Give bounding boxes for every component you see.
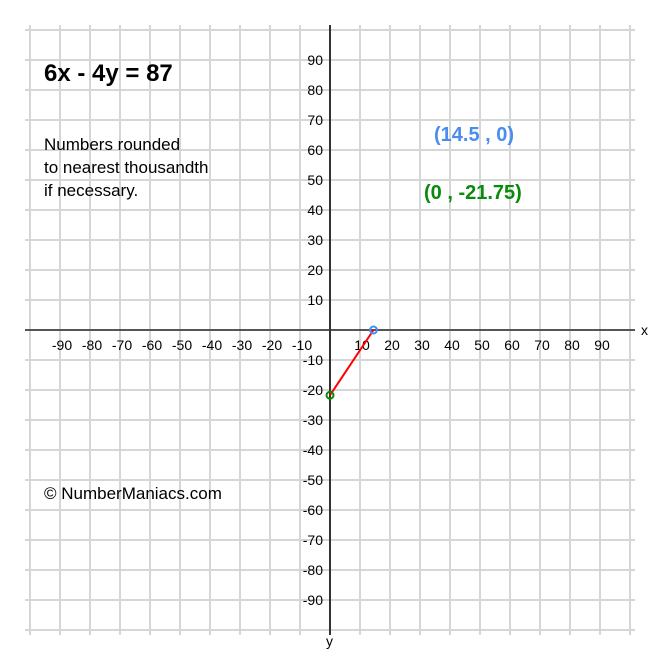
x-tick-label: -40: [202, 337, 222, 353]
x-tick-label: -70: [112, 337, 132, 353]
y-tick-label: -10: [303, 352, 323, 368]
y-tick-label: -60: [303, 502, 323, 518]
x-tick-label: -80: [82, 337, 102, 353]
x-tick-label: -30: [232, 337, 252, 353]
rounding-note: Numbers rounded to nearest thousandth if…: [44, 135, 209, 200]
x-tick-label: 80: [564, 337, 580, 353]
y-tick-label: -50: [303, 472, 323, 488]
x-tick-label: -90: [52, 337, 72, 353]
y-tick-label: 10: [307, 292, 323, 308]
x-tick-label: 50: [474, 337, 490, 353]
x-axis-label: x: [641, 322, 648, 338]
x-tick-label: 30: [414, 337, 430, 353]
y-tick-label: 30: [307, 232, 323, 248]
x-tick-label: 40: [444, 337, 460, 353]
x-tick-label: 70: [534, 337, 550, 353]
x-tick-label: 90: [594, 337, 610, 353]
y-tick-label: 50: [307, 172, 323, 188]
y-tick-label: -80: [303, 562, 323, 578]
x-tick-label: -10: [292, 337, 312, 353]
equation-line-segment: [329, 329, 375, 396]
y-tick-label: 80: [307, 82, 323, 98]
x-tick-label: 60: [504, 337, 520, 353]
x-intercept-point: [369, 325, 378, 335]
y-axis-label: y: [326, 633, 333, 649]
x-tick-label: -60: [142, 337, 162, 353]
y-intercept-point: [325, 390, 335, 400]
y-tick-label: -90: [303, 592, 323, 608]
y-tick-label: 70: [307, 112, 323, 128]
y-tick-label: 90: [307, 52, 323, 68]
y-intercept-label: (0 , -21.75): [424, 182, 522, 204]
x-intercept-label: (14.5 , 0): [434, 124, 515, 146]
x-tick-label: -20: [262, 337, 282, 353]
y-tick-label: -20: [303, 382, 323, 398]
y-tick-label: -70: [303, 532, 323, 548]
copyright: © NumberManiacs.com: [44, 484, 222, 503]
y-tick-label: -30: [303, 412, 323, 428]
x-tick-label: 20: [384, 337, 400, 353]
y-tick-label: 20: [307, 262, 323, 278]
y-tick-label: -40: [303, 442, 323, 458]
y-tick-label: 60: [307, 142, 323, 158]
equation-title: 6x - 4y = 87: [44, 60, 173, 87]
y-tick-label: 40: [307, 202, 323, 218]
x-tick-label: -50: [172, 337, 192, 353]
